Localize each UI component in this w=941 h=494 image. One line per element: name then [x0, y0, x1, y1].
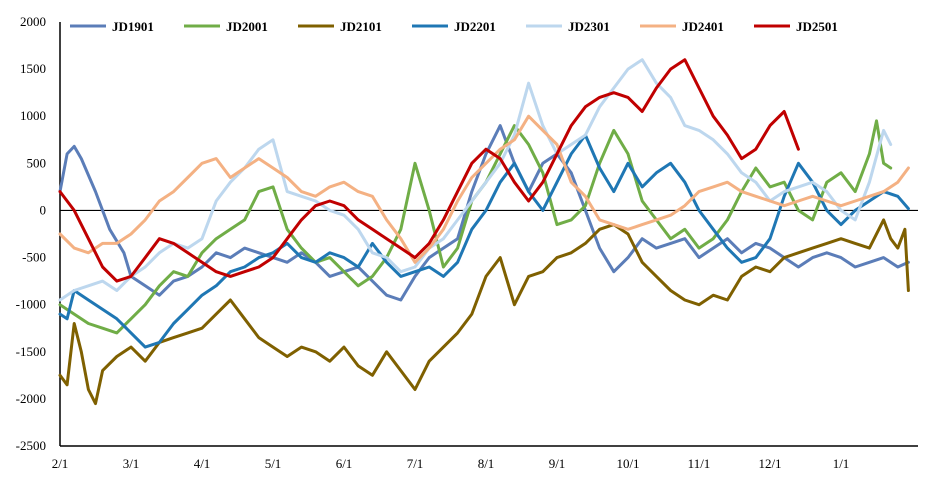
- y-tick-label: 1000: [20, 108, 46, 123]
- series-line-jd2301: [58, 58, 893, 302]
- legend-label: JD2301: [568, 19, 610, 34]
- legend-label: JD2401: [682, 19, 724, 34]
- x-tick-label: 3/1: [123, 456, 140, 471]
- x-tick-label: 8/1: [478, 456, 495, 471]
- y-tick-label: -2500: [16, 438, 46, 453]
- legend-label: JD2101: [340, 19, 382, 34]
- y-tick-label: -1500: [16, 344, 46, 359]
- series-lines: [58, 58, 910, 406]
- series-line-jd2501: [58, 58, 800, 283]
- series-line-jd2201: [58, 133, 910, 349]
- legend: JD1901 JD2001 JD2101 JD2201 JD2301 JD2401 JD25…: [70, 19, 838, 34]
- x-tick-label: 9/1: [549, 456, 566, 471]
- y-axis-tick-labels: -2500 -2000 -1500 -1000 -500 0 500 1000 1500 2000: [16, 14, 46, 453]
- x-axis-tick-labels: 2/1 3/1 4/1 5/1 6/1 7/1 8/1 9/1 10/1 11/1 12/1 1/1: [52, 456, 850, 471]
- series-line-jd2101: [58, 218, 910, 406]
- x-tick-label: 10/1: [616, 456, 639, 471]
- y-tick-label: 500: [27, 155, 47, 170]
- x-tick-label: 11/1: [688, 456, 711, 471]
- y-tick-label: 2000: [20, 14, 46, 29]
- legend-label: JD2501: [796, 19, 838, 34]
- y-tick-label: 0: [40, 202, 47, 217]
- x-tick-label: 1/1: [833, 456, 850, 471]
- x-tick-label: 4/1: [194, 456, 211, 471]
- y-tick-label: 1500: [20, 61, 46, 76]
- x-tick-label: 12/1: [758, 456, 781, 471]
- y-tick-label: -500: [22, 250, 46, 265]
- series-line-jd2401: [58, 114, 910, 264]
- legend-label: JD2001: [226, 19, 268, 34]
- x-tick-label: 2/1: [52, 456, 69, 471]
- legend-label: JD2201: [454, 19, 496, 34]
- x-tick-label: 5/1: [265, 456, 282, 471]
- legend-label: JD1901: [112, 19, 154, 34]
- x-tick-label: 6/1: [336, 456, 353, 471]
- y-tick-label: -1000: [16, 297, 46, 312]
- x-tick-label: 7/1: [407, 456, 424, 471]
- y-tick-label: -2000: [16, 391, 46, 406]
